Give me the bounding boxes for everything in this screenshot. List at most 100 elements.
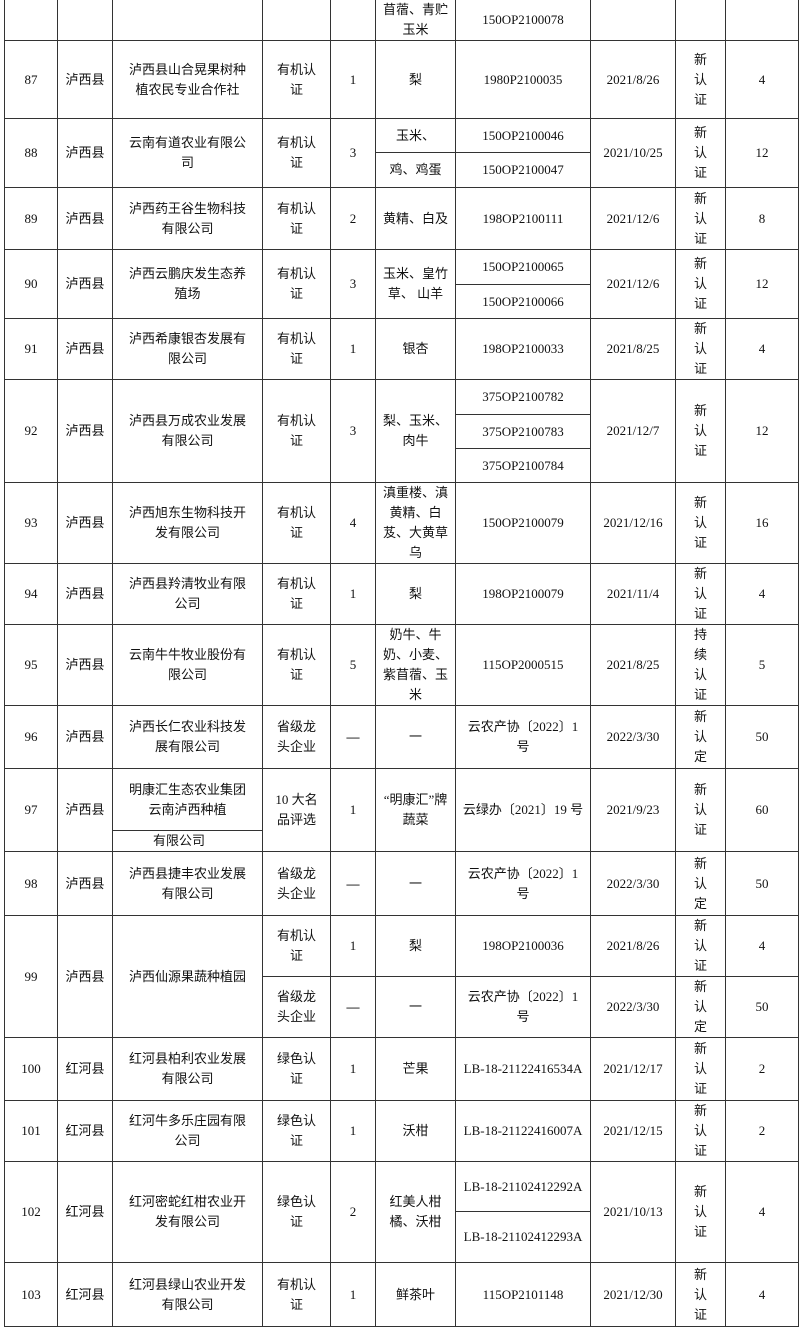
table-cell: 有机认证 — [262, 624, 331, 706]
table-cell: 150OP2100079 — [455, 482, 591, 564]
table-cell: 泸西云鹏庆发生态养殖场 — [112, 249, 263, 319]
table-cell: 2022/3/30 — [590, 705, 676, 769]
table-cell: 泸西县万成农业发展有限公司 — [112, 379, 263, 483]
table-cell: 93 — [4, 482, 58, 564]
certification-table: 苜蓿、青贮玉米 150OP2100078 87 泸西县 泸西县山合晃果树种植农民专业合… — [4, 0, 799, 1327]
table-cell: 96 — [4, 705, 58, 769]
table-cell: 12 — [725, 249, 799, 319]
table-cell: 新认证 — [675, 40, 726, 119]
table-cell: 150OP2100065 — [455, 249, 591, 285]
table-row: 97 泸西县 明康汇生态农业集团云南泸西种植 10 大名品评选 1 “明康汇”牌蔬菜 云绿办… — [4, 768, 799, 852]
table-cell: 泸西县 — [57, 249, 113, 319]
table-cell: 持续认证 — [675, 624, 726, 706]
table-cell: 2021/10/25 — [590, 118, 676, 188]
table-cell — [590, 0, 676, 41]
table-cell: 鲜茶叶 — [375, 1262, 456, 1327]
table-cell: 红河县绿山农业开发有限公司 — [112, 1262, 263, 1327]
table-cell: 云农产协〔2022〕1 号 — [455, 851, 591, 916]
table-cell: 60 — [725, 768, 799, 852]
table-cell: 150OP2100047 — [455, 152, 591, 188]
table-cell: 绿色认证 — [262, 1037, 331, 1101]
table-cell: 新认定 — [675, 851, 726, 916]
table-cell: 10 大名品评选 — [262, 768, 331, 852]
table-cell: 5 — [330, 624, 376, 706]
table-cell: 198OP2100111 — [455, 187, 591, 250]
table-cell: 375OP2100783 — [455, 414, 591, 449]
table-cell: 有机认证 — [262, 915, 331, 977]
table-row: 89 泸西县 泸西药王谷生物科技有限公司 有机认证 2 黄精、白及 198OP2100111… — [4, 187, 799, 250]
table-cell: 一 — [375, 705, 456, 769]
table-cell: 115OP2101148 — [455, 1262, 591, 1327]
table-cell: 1980P2100035 — [455, 40, 591, 119]
table-cell: 银杏 — [375, 318, 456, 380]
table-cell — [57, 0, 113, 41]
table-cell: 2021/8/26 — [590, 40, 676, 119]
table-cell: 100 — [4, 1037, 58, 1101]
table-row: 93 泸西县 泸西旭东生物科技开发有限公司 有机认证 4 滇重楼、滇黄精、白芨、大黄草乌 1… — [4, 482, 799, 564]
table-cell: 87 — [4, 40, 58, 119]
table-cell: 泸西县羚清牧业有限公司 — [112, 563, 263, 625]
table-row: 94 泸西县 泸西县羚清牧业有限公司 有机认证 1 梨 198OP2100079 2021/1… — [4, 563, 799, 625]
table-cell — [4, 0, 58, 41]
table-cell: 50 — [725, 976, 799, 1038]
table-cell: 泸西县 — [57, 915, 113, 1038]
table-cell: 绿色认证 — [262, 1161, 331, 1263]
table-cell: 1 — [330, 1100, 376, 1162]
table-cell: “明康汇”牌蔬菜 — [375, 768, 456, 852]
table-row: 88 泸西县 云南有道农业有限公司 有机认证 3 玉米、 150OP2100046 2021/… — [4, 118, 799, 188]
table-row: 102 红河县 红河密蛇红柑农业开发有限公司 绿色认证 2 红美人柑橘、沃柑 LB-18-2… — [4, 1161, 799, 1263]
table-row: 95 泸西县 云南牛牛牧业股份有限公司 有机认证 5 奶牛、牛奶、小麦、紫苜蓿、玉米 115… — [4, 624, 799, 706]
table-cell: LB-18-21102412292A — [455, 1161, 591, 1212]
table-cell: 泸西县 — [57, 118, 113, 188]
table-cell: — — [330, 976, 376, 1038]
table-cell: 3 — [330, 118, 376, 188]
table-cell: 有限公司 — [112, 830, 263, 852]
table-cell: 150OP2100066 — [455, 284, 591, 319]
table-cell: 2 — [725, 1100, 799, 1162]
table-cell: 50 — [725, 851, 799, 916]
table-row: 99 泸西县 泸西仙源果蔬种植园 有机认证 1 梨 198OP2100036 2021/8/2… — [4, 915, 799, 1038]
table-cell: 新认证 — [675, 768, 726, 852]
table-cell: 玉米、皇竹草、 山羊 — [375, 249, 456, 319]
table-cell: 泸西县 — [57, 705, 113, 769]
table-cell: 泸西县 — [57, 187, 113, 250]
table-cell: 云绿办〔2021〕19 号 — [455, 768, 591, 852]
table-cell: 1 — [330, 40, 376, 119]
table-cell: 泸西县 — [57, 482, 113, 564]
table-cell: 梨 — [375, 563, 456, 625]
table-cell: 2021/12/6 — [590, 187, 676, 250]
table-cell: 省级龙头企业 — [262, 976, 331, 1038]
table-cell: 198OP2100036 — [455, 915, 591, 977]
table-cell: 103 — [4, 1262, 58, 1327]
table-cell: — — [330, 851, 376, 916]
table-cell — [112, 0, 263, 41]
table-cell: 4 — [725, 318, 799, 380]
table-cell: 新认证 — [675, 1100, 726, 1162]
table-row: 375OP2100784 — [5, 448, 799, 483]
table-row: 91 泸西县 泸西希康银杏发展有限公司 有机认证 1 银杏 198OP2100033 2021… — [4, 318, 799, 380]
table-row: 103 红河县 红河县绿山农业开发有限公司 有机认证 1 鲜茶叶 115OP2101148 2… — [4, 1262, 799, 1327]
table-cell: 新认证 — [675, 1262, 726, 1327]
table-cell: 鸡、鸡蛋 — [375, 152, 456, 188]
table-row: 90 泸西县 泸西云鹏庆发生态养殖场 有机认证 3 玉米、皇竹草、 山羊 150OP2100… — [4, 249, 799, 319]
table-cell: 2021/9/23 — [590, 768, 676, 852]
table-cell: 梨 — [375, 915, 456, 977]
table-cell: 98 — [4, 851, 58, 916]
table-cell: 2021/8/26 — [590, 915, 676, 977]
table-cell: 102 — [4, 1161, 58, 1263]
table-cell: 泸西县山合晃果树种植农民专业合作社 — [112, 40, 263, 119]
table-cell: 2021/12/16 — [590, 482, 676, 564]
table-cell: 新认证 — [675, 249, 726, 319]
table-cell: — — [330, 705, 376, 769]
table-row: 鸡、鸡蛋 150OP2100047 — [5, 152, 799, 188]
table-cell: 8 — [725, 187, 799, 250]
table-cell: 1 — [330, 563, 376, 625]
page: 苜蓿、青贮玉米 150OP2100078 87 泸西县 泸西县山合晃果树种植农民专业合… — [4, 0, 799, 1327]
table-cell: 2021/12/7 — [590, 379, 676, 483]
table-cell: 新认证 — [675, 1161, 726, 1263]
table-row: 96 泸西县 泸西长仁农业科技发展有限公司 省级龙头企业 — 一云农产协〔2022〕1 号… — [4, 705, 799, 769]
table-cell: 375OP2100784 — [455, 448, 591, 483]
table-cell: 99 — [4, 915, 58, 1038]
table-cell: 泸西药王谷生物科技有限公司 — [112, 187, 263, 250]
